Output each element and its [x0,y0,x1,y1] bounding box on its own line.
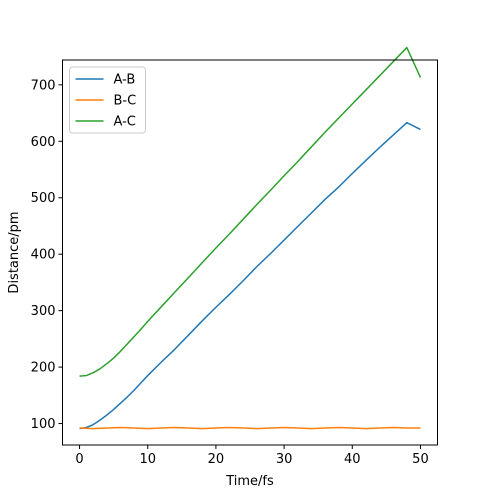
legend-label-a-c: A-C [114,115,136,130]
y-ticks: 100 200 300 400 500 600 700 [31,78,63,432]
y-tick-label: 100 [31,417,56,432]
y-tick-label: 300 [31,304,56,319]
x-tick-label: 40 [344,452,361,467]
x-tick-label: 30 [276,452,293,467]
legend-label-a-b: A-B [114,73,136,88]
x-tick-label: 0 [75,452,83,467]
y-tick-label: 400 [31,248,56,263]
x-tick-label: 50 [412,452,429,467]
x-axis-label: Time/fs [225,474,274,489]
series-line-b-c [79,426,421,430]
x-ticks: 0 10 20 30 40 50 [75,445,429,467]
y-tick-label: 600 [31,135,56,150]
x-tick-label: 10 [139,452,156,467]
plot-frame [62,59,438,446]
x-tick-label: 20 [208,452,225,467]
legend: A-B B-C A-C [69,66,146,134]
y-tick-label: 200 [31,361,56,376]
legend-box [69,66,146,134]
series-line-a-c [79,46,422,377]
series-line-a-b [79,121,421,430]
y-tick-label: 700 [31,78,56,93]
legend-label-b-c: B-C [114,94,137,109]
y-tick-label: 500 [31,191,56,206]
series-layer [79,46,422,430]
y-axis-label: Distance/pm [7,211,22,293]
